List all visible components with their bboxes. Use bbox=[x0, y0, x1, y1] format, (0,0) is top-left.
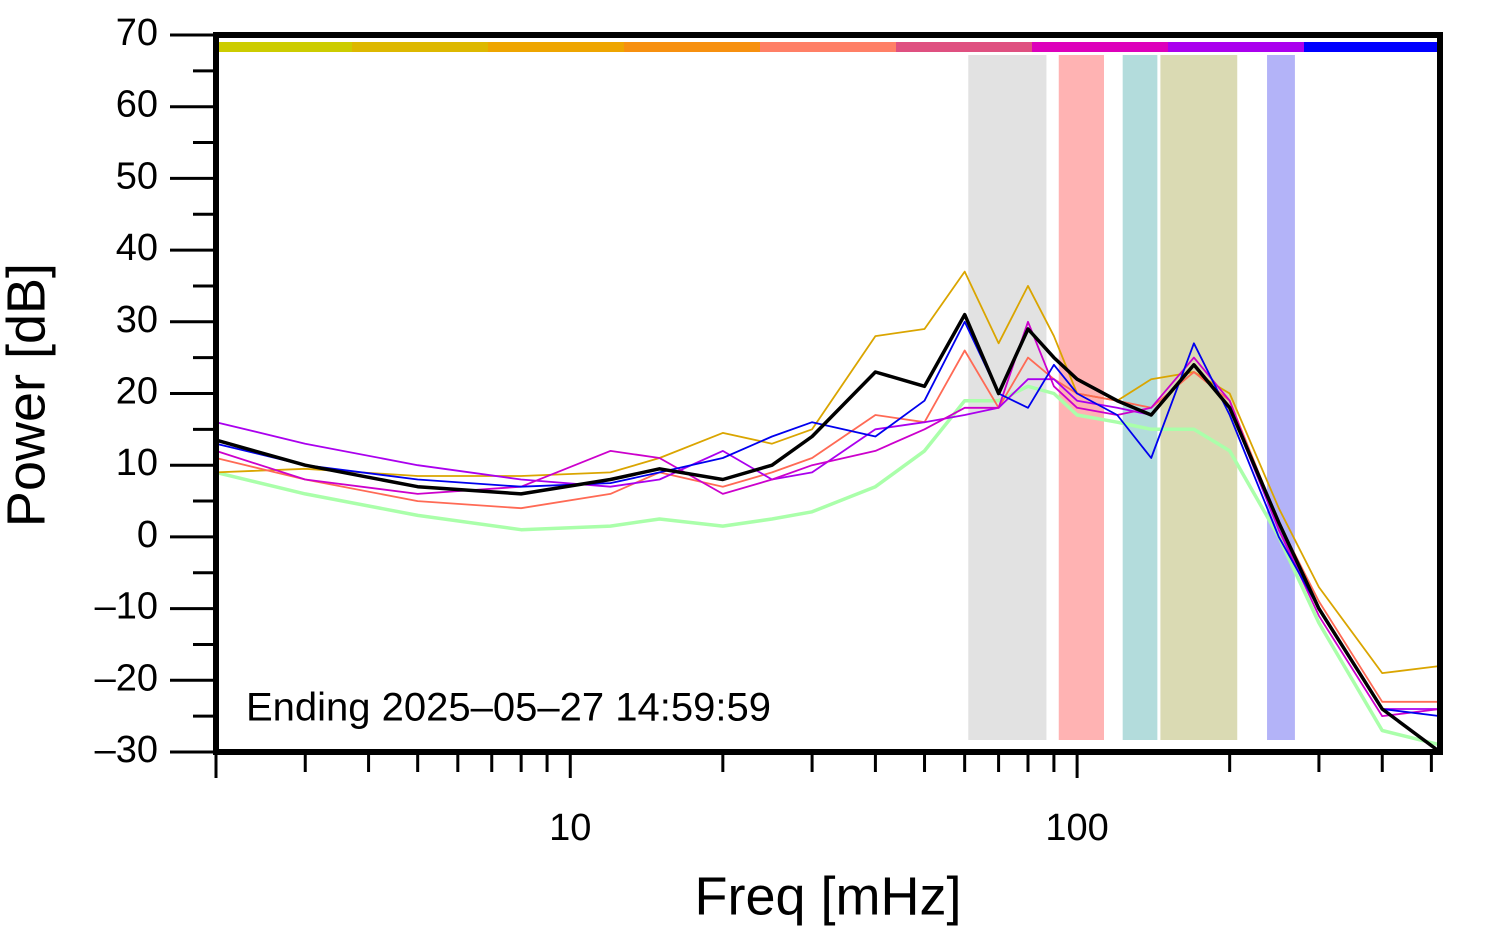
band bbox=[1267, 55, 1295, 740]
color-bar-segment bbox=[1304, 42, 1441, 52]
y-tick-label: –30 bbox=[95, 729, 158, 771]
color-bar-segment bbox=[896, 42, 1033, 52]
color-bar-segment bbox=[352, 42, 489, 52]
y-tick-label: –20 bbox=[95, 657, 158, 699]
y-tick-label: –10 bbox=[95, 586, 158, 628]
y-tick-label: 40 bbox=[116, 227, 158, 269]
x-tick-label: 10 bbox=[549, 807, 591, 849]
series-line bbox=[215, 312, 1442, 754]
y-tick-label: 20 bbox=[116, 371, 158, 413]
color-bar-segment bbox=[216, 42, 353, 52]
color-bar-segment bbox=[488, 42, 625, 52]
plot-frame bbox=[213, 32, 1443, 755]
series-line bbox=[215, 349, 1440, 703]
series-line bbox=[215, 363, 1440, 710]
y-tick-label: 10 bbox=[116, 442, 158, 484]
y-tick-label: 60 bbox=[116, 84, 158, 126]
color-bar-segment bbox=[760, 42, 897, 52]
y-tick-label: 50 bbox=[116, 155, 158, 197]
y-axis-label: Power [dB] bbox=[0, 263, 56, 527]
y-tick-label: 0 bbox=[137, 514, 158, 556]
x-axis-label: Freq [mHz] bbox=[694, 866, 961, 926]
y-tick-label: 70 bbox=[116, 12, 158, 54]
series-line bbox=[215, 270, 1441, 674]
series-line bbox=[215, 320, 1441, 717]
color-bar-segment bbox=[1032, 42, 1169, 52]
series-line bbox=[215, 320, 1441, 717]
annotation: Ending 2025–05–27 14:59:59 bbox=[246, 686, 771, 730]
x-tick-label: 100 bbox=[1045, 807, 1108, 849]
color-bar-segment bbox=[1168, 42, 1305, 52]
band bbox=[1122, 55, 1158, 740]
color-bar-segment bbox=[624, 42, 761, 52]
series-line bbox=[215, 384, 1441, 747]
y-tick-label: 30 bbox=[116, 299, 158, 341]
